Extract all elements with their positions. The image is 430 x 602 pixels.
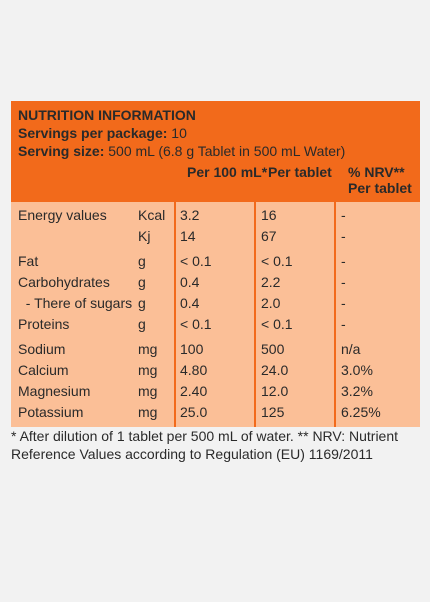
nutrient-name: Carbohydrates — [18, 274, 110, 290]
nrv-cell: - — [341, 228, 346, 244]
unit-cell: mg — [138, 362, 158, 378]
unit-cell: g — [138, 274, 146, 290]
column-divider — [334, 202, 336, 427]
nrv-cell: - — [341, 207, 346, 223]
nrv-cell: n/a — [341, 341, 361, 357]
column-headers: Per 100 mL* Per tablet % NRV** Per tablet — [18, 160, 413, 198]
serving-size-line: Serving size: 500 mL (6.8 g Tablet in 50… — [18, 142, 413, 160]
nrv-cell: - — [341, 316, 346, 332]
footnote: * After dilution of 1 tablet per 500 mL … — [11, 428, 399, 462]
table-row: - There of sugars g 0.4 2.0 - — [11, 293, 420, 314]
per100-cell: 0.4 — [180, 274, 200, 290]
serving-size-label: Serving size: — [18, 143, 105, 159]
per100-cell: < 0.1 — [180, 253, 212, 269]
col-header-per100: Per 100 mL* — [187, 164, 268, 180]
column-divider — [174, 202, 176, 427]
nutrition-table: NUTRITION INFORMATION Servings per packa… — [11, 101, 420, 427]
pertablet-cell: 12.0 — [261, 383, 289, 399]
table-row: Potassium mg 25.0 125 6.25% — [11, 402, 420, 423]
pertablet-cell: 67 — [261, 228, 277, 244]
col-header-nrv: % NRV** Per tablet — [348, 164, 412, 196]
table-header: NUTRITION INFORMATION Servings per packa… — [11, 101, 420, 202]
nrv-cell: 3.0% — [341, 362, 373, 378]
table-row: Energy values Kcal 3.2 16 - — [11, 205, 420, 226]
servings-value: 10 — [167, 125, 187, 141]
unit-cell: g — [138, 295, 146, 311]
nutrient-name: Energy values — [18, 207, 107, 223]
table-row: Fat g < 0.1 < 0.1 - — [11, 251, 420, 272]
per100-cell: 3.2 — [180, 207, 200, 223]
unit-cell: Kj — [138, 228, 151, 244]
unit-cell: Kcal — [138, 207, 166, 223]
nutrient-name: Proteins — [18, 316, 70, 332]
servings-line: Servings per package: 10 — [18, 124, 413, 142]
nrv-cell: - — [341, 253, 346, 269]
per100-cell: 25.0 — [180, 404, 208, 420]
pertablet-cell: < 0.1 — [261, 316, 293, 332]
pertablet-cell: 125 — [261, 404, 285, 420]
unit-cell: g — [138, 316, 146, 332]
table-title: NUTRITION INFORMATION — [18, 107, 196, 123]
nutrient-name: Magnesium — [18, 383, 91, 399]
pertablet-cell: 2.2 — [261, 274, 281, 290]
table-body: Energy values Kcal 3.2 16 - Kj 14 67 - Fat g < 0.1 <… — [11, 202, 420, 427]
pertablet-cell: 16 — [261, 207, 277, 223]
pertablet-cell: < 0.1 — [261, 253, 293, 269]
table-row: Kj 14 67 - — [11, 226, 420, 247]
unit-cell: mg — [138, 383, 158, 399]
table-row: Calcium mg 4.80 24.0 3.0% — [11, 360, 420, 381]
unit-cell: mg — [138, 404, 158, 420]
table-row: Sodium mg 100 500 n/a — [11, 339, 420, 360]
nutrient-name: - There of sugars — [18, 295, 133, 311]
nrv-cell: - — [341, 295, 346, 311]
per100-cell: 100 — [180, 341, 204, 357]
column-divider — [254, 202, 256, 427]
nutrient-name: Sodium — [18, 341, 66, 357]
serving-size-value: 500 mL (6.8 g Tablet in 500 mL Water) — [104, 143, 346, 159]
per100-cell: 0.4 — [180, 295, 200, 311]
col-header-pertablet: Per tablet — [268, 164, 332, 180]
table-row: Proteins g < 0.1 < 0.1 - — [11, 314, 420, 335]
table-row: Carbohydrates g 0.4 2.2 - — [11, 272, 420, 293]
nrv-cell: 3.2% — [341, 383, 373, 399]
table-row: Magnesium mg 2.40 12.0 3.2% — [11, 381, 420, 402]
pertablet-cell: 2.0 — [261, 295, 281, 311]
unit-cell: mg — [138, 341, 158, 357]
nrv-cell: - — [341, 274, 346, 290]
nrv-cell: 6.25% — [341, 404, 381, 420]
servings-label: Servings per package: — [18, 125, 168, 141]
per100-cell: 4.80 — [180, 362, 208, 378]
nutrient-name: Fat — [18, 253, 39, 269]
pertablet-cell: 500 — [261, 341, 285, 357]
per100-cell: < 0.1 — [180, 316, 212, 332]
per100-cell: 2.40 — [180, 383, 208, 399]
unit-cell: g — [138, 253, 146, 269]
nutrient-name: Calcium — [18, 362, 69, 378]
per100-cell: 14 — [180, 228, 196, 244]
pertablet-cell: 24.0 — [261, 362, 289, 378]
nutrient-name: Potassium — [18, 404, 84, 420]
